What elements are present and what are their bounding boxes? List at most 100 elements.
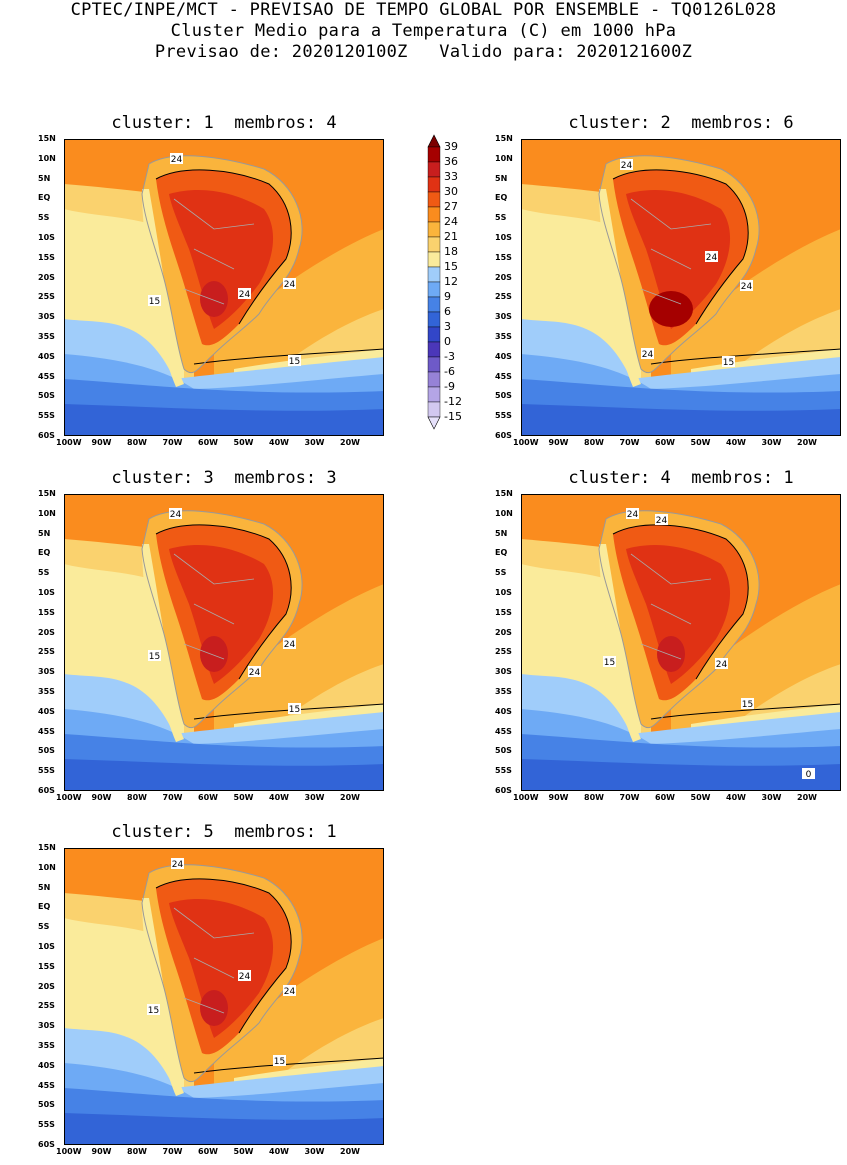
svg-text:24: 24: [284, 640, 296, 650]
lon-tick-label: 40W: [726, 793, 746, 802]
colorbar-level-label: -6: [444, 365, 455, 378]
svg-text:24: 24: [239, 972, 251, 982]
lat-tick-label: 5N: [38, 173, 51, 183]
colorbar-level-label: 9: [444, 290, 451, 303]
cluster-title: cluster: 2 membros: 6: [568, 113, 794, 133]
lat-tick-label: 15N: [38, 134, 56, 143]
contour-label: 24: [715, 658, 728, 670]
colorbar-level-label: 33: [444, 170, 458, 183]
lon-tick-label: 100W: [56, 438, 82, 447]
lat-tick-label: 5N: [495, 528, 508, 538]
lat-tick-label: 50S: [495, 391, 512, 401]
lon-tick-label: 40W: [269, 438, 289, 447]
lat-tick-label: 10S: [38, 942, 55, 951]
colorbar-level-label: 21: [444, 230, 458, 243]
svg-text:15: 15: [289, 357, 300, 367]
lon-tick-label: 80W: [127, 1147, 147, 1156]
svg-text:15: 15: [274, 1057, 285, 1067]
lat-tick-label: 15S: [38, 961, 55, 971]
lat-tick-label: 10S: [38, 588, 55, 597]
colorbar-level-label: -12: [444, 395, 462, 408]
lon-tick-label: 80W: [127, 438, 147, 447]
lon-tick-label: 90W: [91, 1147, 112, 1156]
lat-tick-label: 40S: [495, 706, 512, 716]
svg-text:24: 24: [741, 282, 753, 292]
lat-tick-label: 15S: [495, 607, 512, 617]
lat-tick-label: 35S: [38, 687, 55, 696]
contour-label: 0: [802, 768, 815, 780]
lat-tick-label: 5N: [38, 528, 51, 538]
svg-text:24: 24: [284, 987, 296, 997]
contour-label: 24: [169, 508, 182, 520]
svg-text:15: 15: [148, 1006, 159, 1016]
colorbar-level-label: 18: [444, 245, 458, 258]
lat-tick-label: 50S: [38, 746, 55, 756]
colorbar-level-label: 3: [444, 320, 451, 333]
lat-tick-label: 10N: [38, 508, 56, 518]
lon-tick-label: 50W: [233, 438, 254, 447]
lat-tick-label: 60S: [495, 786, 512, 795]
cluster-panel-5: cluster: 5 membros: 1 24 24 24 15 15 15N 10N 5N E…: [0, 818, 390, 1165]
contour-label: 24: [283, 638, 296, 650]
lon-tick-label: 100W: [56, 793, 82, 802]
svg-text:24: 24: [172, 860, 184, 870]
colorbar-level-label: 30: [444, 185, 458, 198]
lat-tick-label: 5S: [495, 213, 507, 223]
contour-label: 15: [722, 356, 735, 368]
colorbar-level-label: 24: [444, 215, 458, 228]
contour-label: 24: [705, 251, 718, 263]
svg-text:15: 15: [149, 297, 160, 307]
lat-tick-label: 20S: [38, 627, 55, 637]
lat-tick-label: 25S: [495, 292, 512, 302]
contour-label: 24: [171, 858, 184, 870]
lat-tick-label: 5S: [38, 922, 50, 932]
lat-tick-label: 15N: [38, 843, 56, 852]
lat-tick-label: EQ: [495, 548, 508, 558]
lat-tick-label: 55S: [495, 766, 512, 776]
temperature-map: 24 24 24 24 15: [521, 139, 841, 436]
lon-tick-label: 60W: [655, 438, 675, 447]
lat-tick-label: 30S: [38, 1021, 55, 1031]
contour-label: 24: [238, 288, 251, 300]
svg-text:24: 24: [656, 516, 668, 526]
lat-tick-label: 5N: [495, 173, 508, 183]
colorbar-level-label: 12: [444, 275, 458, 288]
svg-text:24: 24: [171, 155, 183, 165]
svg-text:24: 24: [249, 668, 261, 678]
lon-tick-label: 70W: [162, 793, 183, 802]
contour-label: 15: [288, 703, 301, 715]
lon-tick-label: 70W: [619, 438, 640, 447]
temperature-map: 24 24 24 15 15 0: [521, 494, 841, 791]
lon-tick-label: 50W: [233, 793, 254, 802]
lat-tick-label: 20S: [495, 272, 512, 282]
lat-tick-label: 30S: [495, 312, 512, 322]
lon-tick-label: 60W: [198, 793, 218, 802]
lon-tick-label: 90W: [548, 438, 569, 447]
cluster-panel-1: cluster: 1 membros: 4 24 24 24 15 15 15N 10N 5N E…: [0, 109, 390, 456]
cluster-panel-4: cluster: 4 membros: 1 24 24 24 15 15 0 15N 10N 5N…: [457, 464, 847, 811]
lat-tick-label: 20S: [495, 627, 512, 637]
lon-tick-label: 90W: [91, 438, 112, 447]
lat-tick-label: 15N: [495, 489, 513, 498]
contour-label: 15: [288, 355, 301, 367]
lat-tick-label: 45S: [38, 1080, 55, 1090]
lon-tick-label: 20W: [340, 1147, 360, 1156]
lat-tick-label: 35S: [495, 332, 512, 341]
svg-text:24: 24: [642, 350, 654, 360]
lat-tick-label: 5N: [38, 882, 51, 892]
lon-tick-label: 70W: [162, 1147, 183, 1156]
lat-tick-label: 20S: [38, 981, 55, 991]
svg-text:24: 24: [627, 510, 639, 520]
lat-tick-label: 45S: [38, 371, 55, 381]
lat-tick-label: 50S: [38, 1100, 55, 1110]
lon-tick-label: 70W: [162, 438, 183, 447]
contour-label: 24: [283, 278, 296, 290]
lat-tick-label: 25S: [495, 647, 512, 657]
lat-tick-label: 10S: [38, 233, 55, 242]
lat-tick-label: 45S: [495, 371, 512, 381]
lat-tick-label: 30S: [38, 312, 55, 322]
colorbar-level-label: 15: [444, 260, 458, 273]
lat-tick-label: 55S: [38, 1120, 55, 1130]
lat-tick-label: EQ: [38, 902, 51, 912]
lat-tick-label: 10N: [495, 153, 513, 163]
